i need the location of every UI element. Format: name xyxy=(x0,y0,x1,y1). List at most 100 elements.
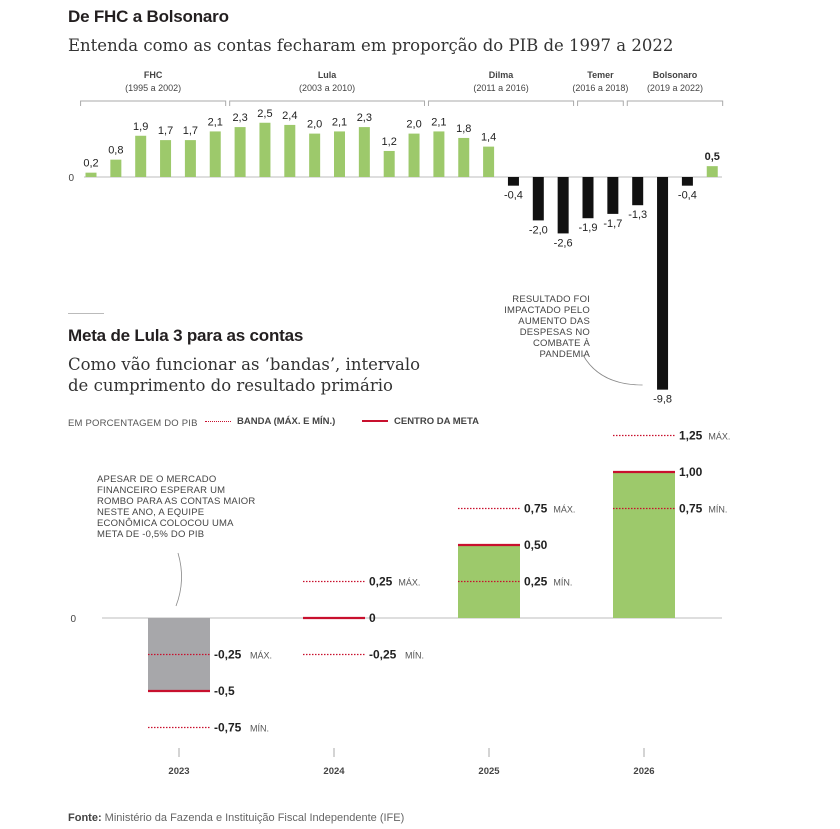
source-text: Ministério da Fazenda e Instituição Fisc… xyxy=(104,812,405,824)
chart1-bar-2017 xyxy=(582,177,594,219)
chart1-bar-1997 xyxy=(85,172,97,177)
chart2-band-min-tag-2025: MÍN. xyxy=(553,578,572,588)
chart1-bar-2000 xyxy=(160,140,172,177)
chart2-center-label-2025: 0,50 xyxy=(524,538,548,552)
legend-band-label: BANDA (MÁX. E MÍN.) xyxy=(237,416,336,427)
chart2-band-min-tag-2024: MÍN. xyxy=(405,651,424,661)
chart1-group-bracket xyxy=(427,100,575,106)
chart1-bar-2003 xyxy=(234,127,246,177)
chart1-data-label-2001: 1,7 xyxy=(183,125,198,137)
legend-center-swatch xyxy=(362,420,388,423)
pandemic-annotation: RESULTADO FOI IMPACTADO PELO AUMENTO DAS… xyxy=(504,294,590,360)
chart1-group-name: Temer xyxy=(587,70,614,80)
chart1-group-bracket xyxy=(626,100,724,106)
chart1-group-name: Dilma xyxy=(489,70,515,80)
chart2-x-label-2024: 2024 xyxy=(323,766,345,777)
chart1-group-name: FHC xyxy=(144,70,163,80)
chart2-band-min-label-2023: -0,75 xyxy=(214,721,242,735)
chart1-bar-1998 xyxy=(110,159,122,177)
chart2-center-label-2026: 1,00 xyxy=(679,465,703,479)
chart2-band-max-label-2024: 0,25 xyxy=(369,575,393,589)
chart1-bar-2007 xyxy=(334,131,345,177)
chart1-data-label-2009: 1,2 xyxy=(382,136,397,148)
chart1-group-bracket xyxy=(229,100,425,106)
chart2-annotation-connector xyxy=(175,552,182,607)
chart2-band-max-label-2026: 1,25 xyxy=(679,429,703,443)
chart2-x-label-2023: 2023 xyxy=(168,766,189,777)
chart1-data-label-2006: 2,0 xyxy=(307,119,322,131)
chart1-data-label-2012: 1,8 xyxy=(456,123,471,135)
chart1-data-label-2015: -2,0 xyxy=(529,224,548,236)
legend-center-label: CENTRO DA META xyxy=(394,416,479,427)
chart1-zero-label: 0 xyxy=(68,173,74,184)
chart1-data-label-2000: 1,7 xyxy=(158,125,173,137)
chart1-bar-2001 xyxy=(184,140,196,177)
legend-band-swatch xyxy=(205,420,231,422)
chart1-data-label-2016: -2,6 xyxy=(554,237,573,249)
chart1-group-name: Bolsonaro xyxy=(653,70,698,80)
chart1-annotation-connector xyxy=(582,354,643,386)
chart2-band-max-tag-2023: MÁX. xyxy=(250,651,272,661)
chart1-data-label-2017: -1,9 xyxy=(579,222,598,234)
chart1-group-bracket xyxy=(577,100,624,106)
chart1-data-label-2014: -0,4 xyxy=(504,190,523,202)
legend-center: CENTRO DA META xyxy=(362,416,479,427)
chart1-title: De FHC a Bolsonaro xyxy=(68,7,229,26)
chart1-data-label-2004: 2,5 xyxy=(257,108,272,120)
chart1-bar-1999 xyxy=(135,135,147,177)
chart1-data-label-1999: 1,9 xyxy=(133,121,148,133)
chart1-data-label-2002: 2,1 xyxy=(208,116,223,128)
chart2-band-max-label-2025: 0,75 xyxy=(524,502,548,516)
chart2-x-label-2025: 2025 xyxy=(478,766,500,777)
chart1-bar-2002 xyxy=(209,131,221,177)
chart2-title: Meta de Lula 3 para as contas xyxy=(68,326,304,345)
chart1-bar-2008 xyxy=(358,127,370,177)
chart1-data-label-2003: 2,3 xyxy=(232,112,247,124)
chart1-data-label-2008: 2,3 xyxy=(357,112,372,124)
chart1-subtitle: Entenda como as contas fecharam em propo… xyxy=(68,36,674,55)
chart1-bar-2016 xyxy=(557,177,569,234)
chart1-data-label-2011: 2,1 xyxy=(431,116,446,128)
chart1-group-period: (2019 a 2022) xyxy=(647,83,703,93)
chart1-bar-2005 xyxy=(284,124,296,177)
chart1-group-period: (2011 a 2016) xyxy=(473,83,528,93)
chart1-bar-2018 xyxy=(607,177,619,214)
chart2-band-min-tag-2023: MÍN. xyxy=(250,724,269,734)
chart1-group-bracket xyxy=(80,100,227,106)
chart1-bar-2014 xyxy=(507,177,519,186)
legend-band: BANDA (MÁX. E MÍN.) xyxy=(205,416,335,427)
chart2-subtitle: Como vão funcionar as ‘bandas’, interval… xyxy=(68,355,421,395)
chart1-bar-2006 xyxy=(309,133,321,177)
chart1-data-label-2005: 2,4 xyxy=(282,110,297,122)
chart1-bar-2013 xyxy=(483,146,495,177)
chart1-bar-2009 xyxy=(383,150,395,177)
chart1-bar-2020 xyxy=(657,177,669,390)
chart1-data-label-1997: 0,2 xyxy=(83,158,98,170)
chart2-band-min-label-2026: 0,75 xyxy=(679,502,703,516)
chart1-bar-2021 xyxy=(681,177,693,186)
source-note: Fonte: Ministério da Fazenda e Instituiç… xyxy=(68,812,404,824)
chart2-band-min-label-2024: -0,25 xyxy=(369,648,397,662)
chart2-zero-label: 0 xyxy=(70,614,76,625)
chart2-band-max-tag-2024: MÁX. xyxy=(398,578,420,588)
chart1-bar-2004 xyxy=(259,122,271,177)
chart2-band-min-label-2025: 0,25 xyxy=(524,575,548,589)
chart1-data-label-2022: 0,5 xyxy=(705,151,720,163)
chart1-group-period: (1995 a 2002) xyxy=(125,83,181,93)
chart1-data-label-2018: -1,7 xyxy=(603,218,622,230)
chart1-group-name: Lula xyxy=(318,70,337,80)
chart2-band-max-label-2023: -0,25 xyxy=(214,648,242,662)
chart2-band-min-tag-2026: MÍN. xyxy=(708,505,727,515)
chart1-group-period: (2003 a 2010) xyxy=(299,83,355,93)
section-divider xyxy=(68,313,104,314)
chart1-data-label-2020: -9,8 xyxy=(653,394,672,406)
chart1-bar-2010 xyxy=(408,133,420,177)
chart1-data-label-2013: 1,4 xyxy=(481,132,496,144)
chart2-band-max-tag-2025: MÁX. xyxy=(553,505,575,515)
chart1-bar-2015 xyxy=(532,177,544,221)
chart1-data-label-1998: 0,8 xyxy=(108,145,123,157)
chart1-group-period: (2016 a 2018) xyxy=(572,83,628,93)
chart1-bar-2019 xyxy=(632,177,644,206)
chart1-data-label-2019: -1,3 xyxy=(628,209,647,221)
